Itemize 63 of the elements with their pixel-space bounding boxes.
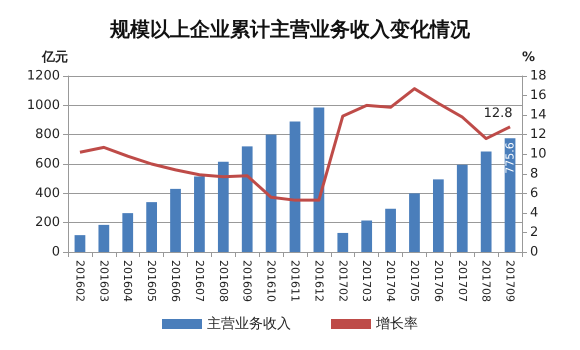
x-tick-label: 201604 [121, 260, 134, 302]
y2-tick-label: 14 [530, 108, 547, 123]
x-tick-label: 201605 [145, 260, 158, 302]
data-label: 775.6 [504, 142, 517, 174]
bar [194, 176, 205, 252]
x-tick-label: 201702 [336, 260, 350, 302]
y-tick-label: 1200 [26, 68, 60, 84]
bar [242, 146, 253, 252]
y2-tick-label: 18 [530, 68, 547, 84]
bar [337, 232, 348, 252]
bar [146, 202, 158, 252]
bar [98, 224, 110, 252]
y-tick-label: 1000 [26, 98, 60, 113]
x-tick-label: 201612 [312, 260, 326, 302]
x-tick-label: 201606 [169, 260, 182, 302]
bar [266, 134, 276, 252]
bar [170, 188, 181, 252]
x-tick-label: 201707 [456, 260, 469, 302]
bar [480, 152, 492, 252]
x-tick-label: 201705 [408, 260, 421, 302]
y-tick-label: 200 [35, 215, 60, 230]
x-tick-label: 201611 [288, 260, 302, 302]
y-tick-label: 600 [35, 156, 60, 172]
x-tick-label: 201608 [216, 260, 230, 302]
x-tick-label: 201610 [264, 260, 278, 302]
x-tick-label: 201704 [384, 260, 398, 302]
bar [290, 121, 300, 252]
x-tick-label: 201607 [192, 260, 206, 302]
y2-tick-label: 4 [530, 205, 538, 220]
bar [456, 164, 468, 252]
chart-title: 规模以上企业累计主营业务收入变化情况 [109, 17, 471, 41]
y2-tick-label: 10 [530, 146, 547, 162]
y2-axis-title: % [522, 50, 536, 65]
y2-tick-label: 16 [530, 88, 547, 104]
y-tick-label: 0 [52, 244, 60, 260]
x-tick-label: 201708 [480, 260, 493, 302]
bar [218, 162, 229, 252]
bar [122, 213, 134, 252]
x-tick-label: 201706 [432, 260, 445, 302]
legend-label: 增长率 [375, 316, 418, 332]
x-tick-label: 201602 [73, 260, 86, 302]
x-tick-label: 201709 [504, 260, 517, 302]
y-tick-label: 800 [35, 127, 60, 142]
y2-tick-label: 12 [530, 127, 547, 142]
y2-tick-label: 2 [530, 224, 538, 240]
legend-label: 主营业务收入 [207, 316, 291, 332]
data-label: 12.8 [484, 106, 513, 121]
line-series [78, 87, 512, 202]
bar [361, 220, 372, 252]
y-axis-title: 亿元 [41, 50, 68, 65]
y-tick-label: 400 [35, 186, 60, 201]
bar [504, 138, 516, 252]
bar [385, 208, 396, 252]
bar [74, 235, 86, 252]
y2-tick-label: 6 [530, 186, 538, 201]
bar [409, 193, 420, 252]
bar [432, 179, 444, 252]
x-tick-label: 201609 [240, 260, 254, 302]
bar [314, 108, 324, 252]
y2-tick-label: 0 [530, 244, 538, 260]
y2-tick-label: 8 [530, 166, 538, 182]
x-tick-label: 201703 [360, 260, 374, 302]
x-tick-label: 201603 [97, 260, 110, 302]
